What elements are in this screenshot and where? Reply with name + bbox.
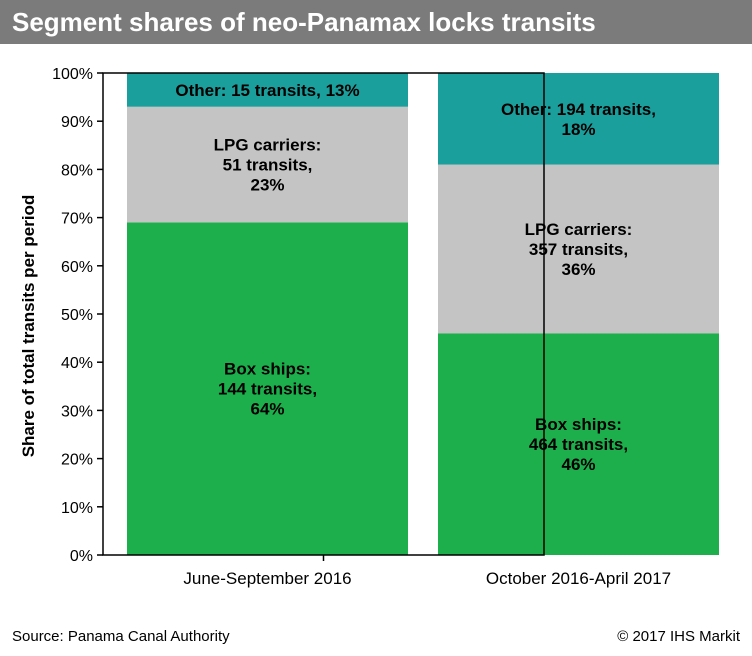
bar-segment-box-2 [438, 333, 719, 555]
y-tick-label: 30% [61, 403, 93, 420]
data-label-line: Other: 194 transits, [501, 100, 656, 119]
y-tick-label: 80% [61, 162, 93, 179]
data-label-line: LPG carriers: [214, 136, 322, 155]
data-label-box-1: Box ships: 144 transits, 64% [218, 360, 317, 419]
data-label-lpg-2: LPG carriers: 357 transits, 36% [525, 220, 633, 279]
y-tick-label: 40% [61, 355, 93, 372]
chart-title: Segment shares of neo-Panamax locks tran… [0, 0, 752, 44]
plot-area: Box ships: 144 transits, 64%LPG carriers: 5… [52, 66, 719, 588]
data-label-line: 18% [561, 120, 595, 139]
y-tick-label: 20% [61, 452, 93, 469]
bar-segment-lpg-2 [438, 164, 719, 334]
x-tick-label: October 2016-April 2017 [486, 569, 671, 588]
data-label-line: 36% [561, 260, 595, 279]
bar-segment-other-2 [438, 73, 719, 165]
data-label-line: 51 transits, [223, 156, 313, 175]
data-label-box-2: Box ships: 464 transits, 46% [529, 415, 628, 474]
data-label-line: 64% [250, 400, 284, 419]
y-tick-label: 70% [61, 211, 93, 228]
data-label-other-2: Other: 194 transits, 18% [501, 100, 656, 139]
data-label-line: 357 transits, [529, 240, 628, 259]
bar-segment-box-1 [127, 222, 408, 556]
data-label-line: 23% [250, 176, 284, 195]
footer: Source: Panama Canal Authority © 2017 IH… [0, 620, 752, 656]
copyright-note: © 2017 IHS Markit [617, 628, 740, 645]
data-label-line: Box ships: [535, 415, 622, 434]
y-tick-label: 100% [52, 66, 93, 83]
y-tick-label: 50% [61, 307, 93, 324]
y-tick-label: 10% [61, 500, 93, 517]
source-note: Source: Panama Canal Authority [12, 628, 230, 645]
data-label-line: 46% [561, 455, 595, 474]
data-label-line: 144 transits, [218, 380, 317, 399]
data-label-line: 464 transits, [529, 435, 628, 454]
bar-segment-other-1 [127, 73, 408, 107]
data-label-line: LPG carriers: [525, 220, 633, 239]
data-label-line: Other: 15 transits, 13% [175, 81, 359, 100]
y-tick-label: 0% [70, 548, 93, 565]
data-label-line: Box ships: [224, 360, 311, 379]
y-tick-label: 90% [61, 114, 93, 131]
data-label-lpg-1: LPG carriers: 51 transits, 23% [214, 136, 322, 195]
data-label-other-1: Other: 15 transits, 13% [175, 81, 359, 100]
bar-segment-lpg-1 [127, 106, 408, 223]
y-axis-label: Share of total transits per period [19, 195, 38, 458]
stacked-bar-chart: Box ships: 144 transits, 64%LPG carriers: 5… [19, 66, 719, 588]
x-tick-label: June-September 2016 [183, 569, 351, 588]
y-tick-label: 60% [61, 259, 93, 276]
